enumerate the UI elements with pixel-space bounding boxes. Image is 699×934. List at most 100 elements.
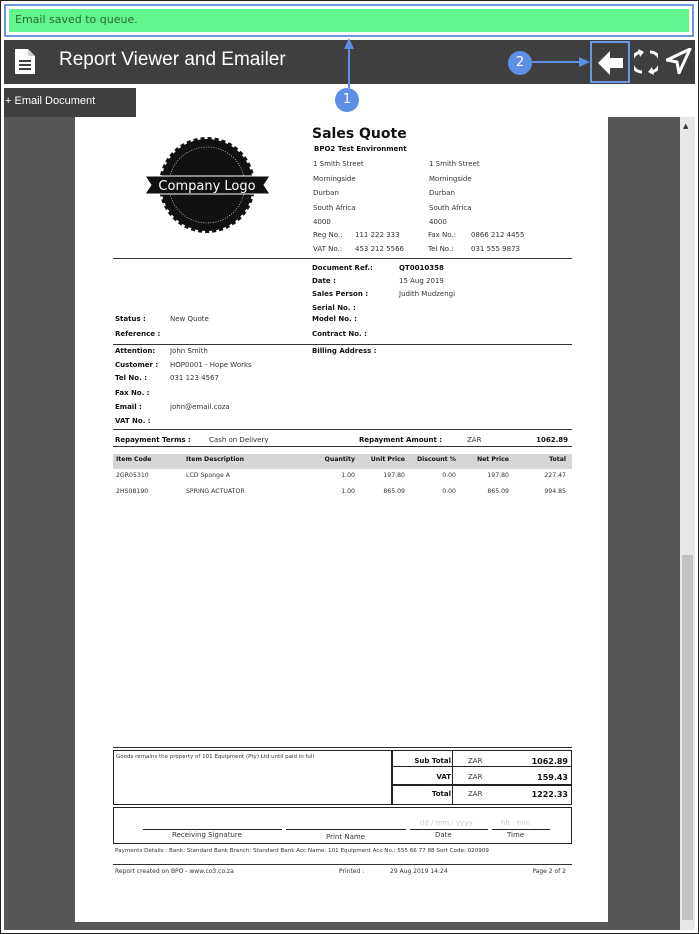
divider [393, 766, 572, 767]
annotation-arrow-2 [532, 57, 590, 67]
document-icon [15, 49, 35, 74]
rows-1-0: 2HS08190 [116, 488, 149, 495]
amount: 1062.89 [536, 436, 568, 444]
time-sig: Time [507, 831, 525, 839]
page: Page 2 of 2 [532, 868, 566, 875]
addr1-2: Durban [313, 189, 339, 197]
cfax-label: Fax No. : [115, 389, 150, 397]
scrollbar-thumb[interactable] [682, 555, 693, 920]
addr2-0: 1 Smith Street [429, 160, 480, 168]
contract-label: Contract No. : [312, 330, 367, 338]
addr1-4: 4000 [313, 218, 331, 226]
rows-0-1: LCD Sponge A [186, 472, 230, 479]
addr2-4: 4000 [429, 218, 447, 226]
totals-box [113, 750, 572, 805]
divider [410, 829, 488, 830]
annotation-arrow-1 [344, 38, 354, 90]
tel-label: Tel No.: [428, 245, 454, 253]
ctel-label: Tel No. : [115, 374, 147, 382]
email-document-button[interactable]: + Email Document [5, 95, 96, 107]
annotation-2: 2 [508, 51, 532, 75]
sp: Judith Mudzengi [399, 290, 456, 298]
reference-label: Reference : [115, 330, 161, 338]
company: BPO2 Test Environment [314, 145, 407, 153]
vat-label: VAT No.: [313, 245, 343, 253]
cvat-label: VAT No. : [115, 417, 151, 425]
addr2-2: Durban [429, 189, 455, 197]
rows-0-0: 2GR05310 [116, 472, 149, 479]
email: john@email.coza [170, 403, 230, 411]
note: Goods remains the property of 101 Equipm… [116, 754, 314, 760]
send-icon[interactable] [666, 48, 692, 74]
status: New Quote [170, 315, 209, 323]
svg-text:Company Logo: Company Logo [158, 179, 255, 194]
rows-0-6: 227.47 [544, 472, 566, 479]
divider [113, 344, 572, 345]
page-title: Report Viewer and Emailer [59, 49, 286, 70]
rows-0-2: 1.00 [341, 472, 355, 479]
rows-1-5: 865.09 [487, 488, 509, 495]
signature-box [113, 807, 572, 844]
cur: ZAR [468, 757, 483, 765]
total-label: Total [431, 790, 451, 798]
cur: ZAR [468, 773, 483, 781]
customer-label: Customer : [115, 361, 159, 369]
toast-message: Email saved to queue. [9, 9, 689, 32]
rows-1-2: 1.00 [341, 488, 355, 495]
divider [113, 258, 572, 259]
vat-total-label: VAT [436, 773, 451, 781]
addr2-3: South Africa [429, 204, 472, 212]
rows-0-3: 197.80 [383, 472, 405, 479]
vat-total: 159.43 [537, 773, 568, 782]
tel: 031 555 9873 [471, 245, 520, 253]
time-ph: hh : mm [501, 819, 531, 827]
sp-label: Sales Person : [312, 290, 369, 298]
attention-label: Attention: [115, 347, 156, 355]
divider [113, 747, 572, 748]
rows-1-4: 0.00 [442, 488, 456, 495]
reg-label: Reg No.: [313, 231, 343, 239]
attention: John Smith [170, 347, 208, 355]
columns-0: Item Code [116, 456, 152, 463]
terms-label: Repayment Terms : [115, 436, 191, 444]
fax: 0866 212 4455 [471, 231, 525, 239]
vat: 453 212 5566 [355, 245, 404, 253]
cur: ZAR [468, 790, 483, 798]
title: Sales Quote [312, 126, 407, 142]
print-name: Print Name [326, 833, 365, 841]
divider [143, 829, 282, 830]
divider [113, 446, 572, 447]
model-label: Model No. : [312, 315, 357, 323]
subtotal: 1062.89 [531, 757, 568, 766]
customer: HOP0001 - Hope Works [170, 361, 252, 369]
refresh-icon[interactable] [634, 49, 658, 75]
addr1-0: 1 Smith Street [313, 160, 364, 168]
table-header [113, 454, 572, 469]
addr1-1: Morningside [313, 175, 356, 183]
addr2-1: Morningside [429, 175, 472, 183]
rows-1-6: 994.85 [544, 488, 566, 495]
columns-5: Net Price [476, 456, 509, 463]
divider [113, 864, 572, 865]
back-button[interactable] [590, 41, 630, 83]
divider [113, 429, 572, 430]
divider [393, 784, 572, 786]
rows-1-1: SPRING ACTUATOR [186, 488, 245, 495]
email-label: Email : [115, 403, 142, 411]
columns-1: Item Description [186, 456, 245, 463]
toast-highlight: Email saved to queue. [4, 4, 694, 37]
divider [391, 750, 393, 805]
docref: QT0010358 [399, 264, 444, 272]
docref-label: Document Ref.: [312, 264, 373, 272]
payments: Payments Details : Bank: Standard Bank B… [115, 848, 489, 854]
rows-0-4: 0.00 [442, 472, 456, 479]
columns-6: Total [549, 456, 566, 463]
columns-2: Quantity [324, 456, 355, 463]
amount-label: Repayment Amount : [359, 436, 443, 444]
back-arrow-icon [598, 51, 623, 75]
report-page [75, 117, 608, 922]
terms: Cash on Delivery [209, 436, 269, 444]
date-ph: dd / mm / yyyy [420, 819, 473, 827]
amount-cur: ZAR [467, 436, 482, 444]
columns-3: Unit Price [370, 456, 405, 463]
